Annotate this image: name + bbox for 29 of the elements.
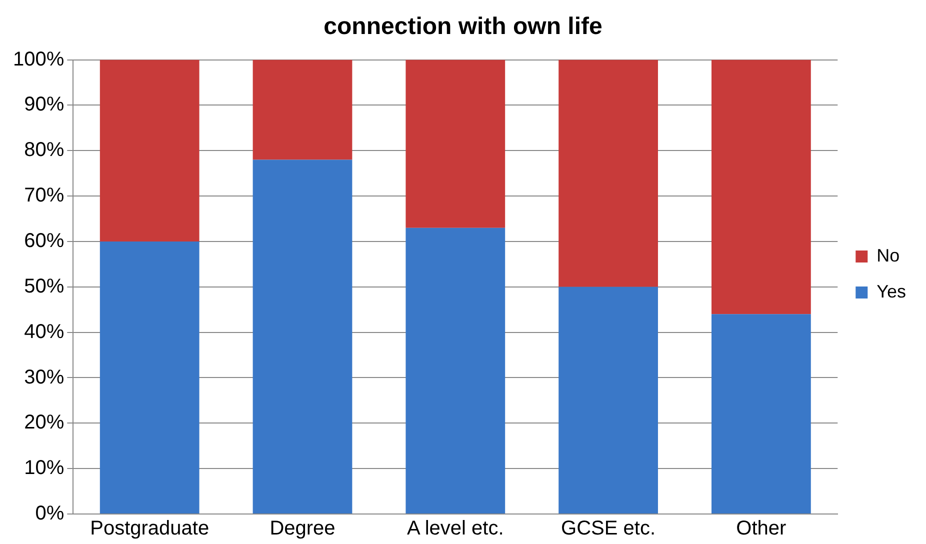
y-tick-label: 30% <box>24 366 64 388</box>
x-tick-label: A level etc. <box>407 518 504 540</box>
y-tick-label: 80% <box>24 139 64 162</box>
chart-title: connection with own life <box>324 13 602 40</box>
x-tick-label: GCSE etc. <box>561 518 656 540</box>
bar <box>100 60 200 242</box>
y-tick-label: 70% <box>24 184 64 207</box>
y-tick-label: 0% <box>35 502 64 525</box>
bar <box>406 60 506 228</box>
y-tick-label: 10% <box>24 457 64 480</box>
bar <box>100 241 200 514</box>
legend-label: Yes <box>876 281 906 302</box>
y-tick-label: 100% <box>12 48 64 70</box>
bar <box>711 314 811 514</box>
y-tick-label: 60% <box>24 230 64 252</box>
y-tick-label: 20% <box>24 412 64 434</box>
y-tick-label: 40% <box>24 320 64 343</box>
bar <box>252 60 352 160</box>
bar <box>558 286 658 514</box>
bar <box>558 60 658 287</box>
bar <box>711 60 811 314</box>
bar <box>406 228 506 514</box>
x-tick-label: Degree <box>270 518 336 540</box>
bar <box>252 160 352 514</box>
y-tick-label: 90% <box>24 94 64 116</box>
x-tick-label: Other <box>736 518 787 540</box>
legend-label: No <box>876 245 900 266</box>
y-tick-label: 50% <box>24 275 64 298</box>
x-tick-label: Postgraduate <box>90 518 210 540</box>
